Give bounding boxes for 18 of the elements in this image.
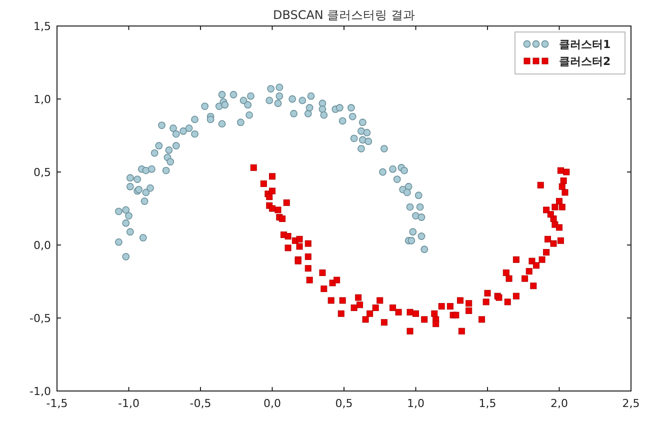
chart-title: DBSCAN 클러스터링 결과 bbox=[272, 8, 416, 22]
legend-label: 클러스터1 bbox=[559, 38, 611, 51]
legend-label: 클러스터2 bbox=[559, 55, 611, 68]
x-tick-label: 1,0 bbox=[407, 397, 424, 410]
x-tick-label: 2,0 bbox=[550, 397, 568, 410]
x-tick-label: -1,0 bbox=[118, 397, 140, 410]
y-tick-label: -0,5 bbox=[30, 312, 51, 325]
x-tick-label: 2,5 bbox=[622, 397, 640, 410]
y-tick-label: 1,0 bbox=[34, 93, 51, 106]
y-tick-label: 1,5 bbox=[34, 20, 51, 33]
y-tick-label: 0,5 bbox=[34, 166, 51, 179]
x-tick-label: 0,0 bbox=[264, 397, 281, 410]
y-tick-label: -1,0 bbox=[30, 385, 51, 398]
x-tick-label: 0,5 bbox=[335, 397, 353, 410]
y-tick-label: 0,0 bbox=[34, 239, 51, 252]
x-tick-label: -1,5 bbox=[46, 397, 68, 410]
x-tick-label: -0,5 bbox=[190, 397, 212, 410]
x-tick-label: 1,5 bbox=[478, 397, 496, 410]
